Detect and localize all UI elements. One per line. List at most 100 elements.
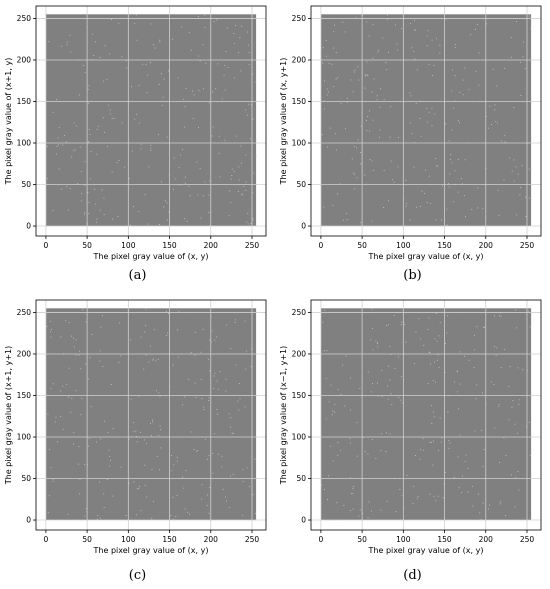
x-tick-label: 150 (437, 535, 452, 544)
scatter-point (400, 399, 402, 401)
scatter-point (494, 109, 496, 111)
scatter-point (144, 331, 146, 333)
scatter-chart-b: 0 50 100 150 200 250 0 50 100 150 200 250 The pixel … (279, 5, 542, 261)
scatter-point (332, 410, 334, 412)
scatter-point (325, 418, 327, 420)
scatter-point (87, 192, 89, 193)
scatter-point (94, 188, 95, 190)
scatter-point (332, 460, 334, 462)
scatter-point (106, 78, 108, 80)
scatter-point (354, 69, 356, 71)
scatter-point (159, 395, 161, 397)
scatter-point (375, 340, 377, 342)
scatter-point (465, 454, 467, 456)
panel-label-b: (b) (403, 268, 422, 283)
scatter-point (101, 189, 103, 191)
scatter-point (130, 398, 132, 400)
scatter-point (145, 308, 147, 310)
scatter-point (462, 183, 463, 185)
scatter-point (327, 91, 329, 93)
scatter-point (198, 89, 200, 91)
scatter-point (406, 474, 408, 476)
scatter-point (415, 29, 417, 31)
scatter-point (396, 49, 398, 51)
scatter-point (331, 414, 333, 416)
scatter-point (377, 395, 379, 397)
scatter-point (432, 380, 434, 381)
scatter-point (197, 449, 198, 451)
scatter-point (326, 88, 328, 90)
scatter-point (409, 122, 411, 124)
scatter-point (495, 121, 497, 122)
scatter-point (528, 197, 530, 199)
scatter-point (230, 178, 232, 180)
scatter-point (204, 14, 206, 16)
scatter-point (88, 378, 89, 380)
y-tick-label: 0 (301, 516, 306, 525)
y-tick-label: 100 (17, 139, 32, 148)
scatter-point (88, 438, 90, 439)
scatter-point (504, 67, 506, 69)
scatter-point (470, 34, 472, 36)
scatter-point (509, 157, 510, 159)
scatter-point (457, 391, 459, 393)
x-axis-label: The pixel gray value of (x, y) (93, 546, 209, 555)
scatter-point (367, 453, 369, 455)
scatter-point (402, 402, 404, 404)
scatter-point (253, 172, 255, 174)
x-tick-label: 100 (121, 535, 136, 544)
scatter-point (182, 476, 184, 478)
scatter-point (46, 325, 48, 327)
scatter-point (352, 487, 354, 489)
scatter-point (158, 134, 159, 136)
scatter-point (106, 479, 108, 480)
scatter-point (183, 487, 185, 489)
scatter-point (388, 200, 389, 202)
scatter-point (372, 349, 374, 351)
scatter-point (505, 455, 507, 456)
scatter-point (47, 178, 48, 180)
scatter-point (116, 162, 118, 164)
scatter-point (437, 354, 439, 356)
scatter-point (87, 223, 88, 225)
scatter-point (80, 171, 82, 172)
scatter-point (84, 213, 86, 215)
scatter-point (464, 67, 466, 69)
scatter-point (459, 91, 461, 93)
scatter-point (173, 518, 175, 520)
scatter-point (454, 100, 456, 102)
scatter-point (138, 85, 140, 86)
scatter-point (368, 35, 370, 37)
scatter-point (431, 39, 433, 41)
scatter-point (447, 315, 449, 317)
y-tick-label: 150 (292, 97, 307, 106)
scatter-point (252, 118, 254, 120)
scatter-point (523, 41, 524, 43)
scatter-point (233, 33, 235, 34)
scatter-point (252, 219, 254, 221)
scatter-point (67, 396, 69, 398)
scatter-point (413, 166, 415, 168)
scatter-point (62, 144, 64, 146)
x-tick-label: 0 (319, 241, 324, 250)
scatter-point (326, 55, 327, 57)
scatter-point (472, 505, 474, 507)
scatter-point (343, 505, 345, 506)
scatter-point (476, 384, 478, 386)
scatter-point (95, 41, 96, 43)
scatter-point (482, 502, 484, 504)
scatter-point (175, 178, 177, 180)
scatter-point (511, 406, 513, 408)
scatter-point (248, 103, 250, 105)
y-tick-label: 200 (17, 56, 32, 65)
scatter-point (346, 219, 348, 220)
scatter-point (426, 107, 428, 109)
scatter-point (442, 185, 443, 187)
scatter-point (177, 356, 179, 358)
scatter-point (476, 24, 478, 25)
scatter-point (171, 455, 172, 456)
scatter-point (426, 35, 428, 37)
scatter-point (494, 315, 495, 317)
scatter-point (99, 481, 100, 483)
scatter-point (125, 515, 127, 516)
